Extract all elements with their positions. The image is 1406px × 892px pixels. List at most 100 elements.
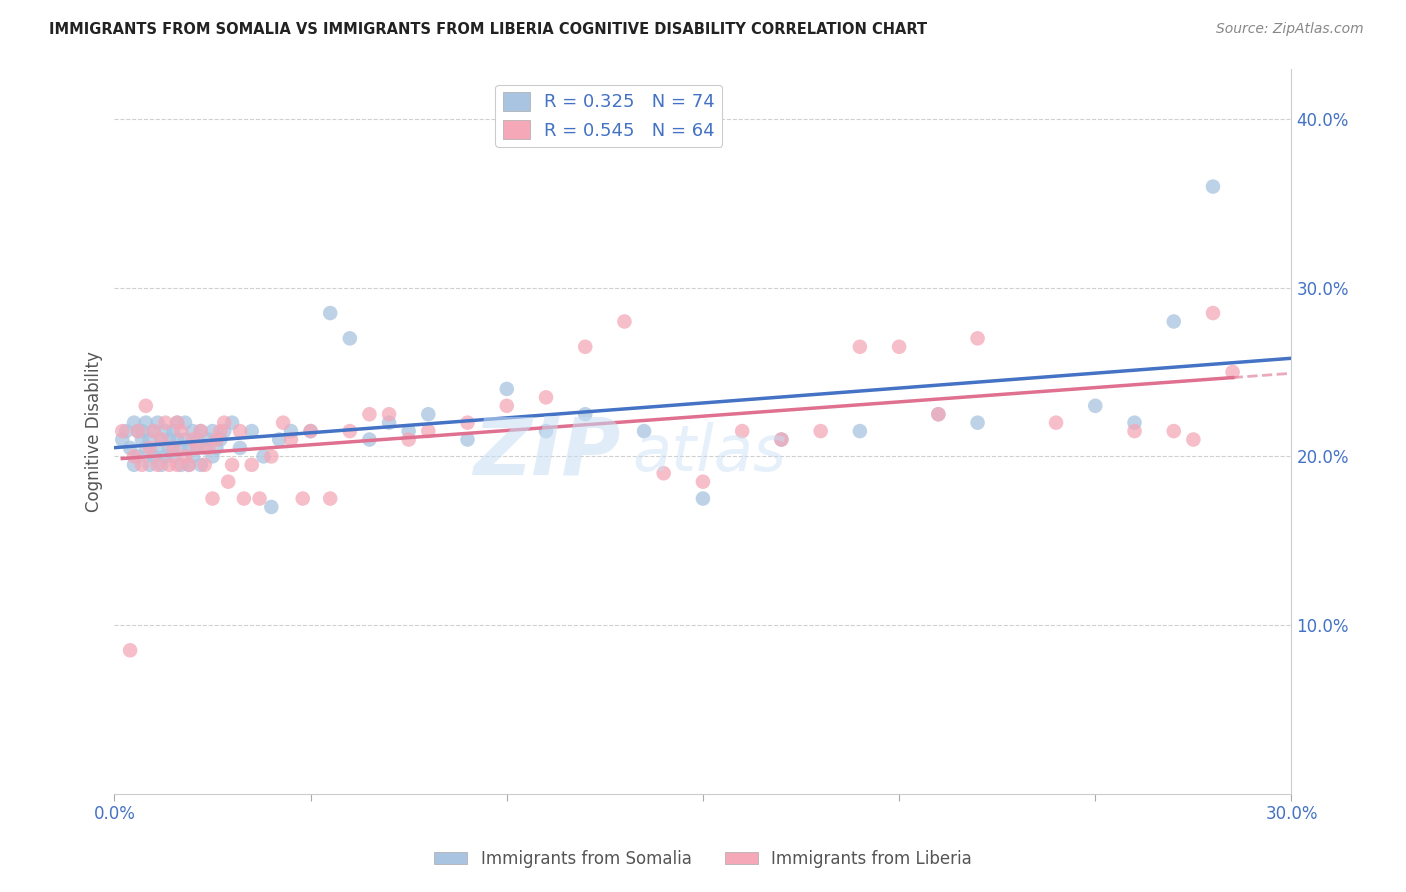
- Text: atlas: atlas: [633, 422, 786, 483]
- Point: [127, 424, 149, 438]
- Point: [214, 416, 236, 430]
- Point: [1202, 179, 1225, 194]
- Point: [232, 491, 254, 506]
- Point: [1163, 424, 1185, 438]
- Point: [770, 433, 793, 447]
- Point: [613, 314, 636, 328]
- Point: [359, 407, 381, 421]
- Point: [157, 441, 180, 455]
- Point: [927, 407, 949, 421]
- Point: [260, 450, 283, 464]
- Point: [260, 500, 283, 514]
- Point: [174, 416, 197, 430]
- Point: [142, 424, 165, 438]
- Point: [177, 458, 200, 472]
- Point: [127, 424, 149, 438]
- Point: [166, 416, 188, 430]
- Point: [495, 399, 517, 413]
- Point: [299, 424, 322, 438]
- Point: [770, 433, 793, 447]
- Point: [135, 416, 157, 430]
- Point: [111, 424, 134, 438]
- Point: [122, 458, 145, 472]
- Point: [181, 433, 204, 447]
- Point: [1202, 306, 1225, 320]
- Point: [810, 424, 832, 438]
- Point: [1182, 433, 1205, 447]
- Point: [359, 433, 381, 447]
- Text: Source: ZipAtlas.com: Source: ZipAtlas.com: [1216, 22, 1364, 37]
- Point: [209, 424, 232, 438]
- Point: [120, 441, 142, 455]
- Point: [966, 331, 988, 345]
- Point: [174, 450, 197, 464]
- Point: [146, 458, 169, 472]
- Point: [209, 433, 232, 447]
- Point: [115, 424, 138, 438]
- Point: [135, 441, 157, 455]
- Legend: Immigrants from Somalia, Immigrants from Liberia: Immigrants from Somalia, Immigrants from…: [427, 844, 979, 875]
- Point: [142, 424, 165, 438]
- Point: [201, 424, 224, 438]
- Point: [162, 441, 184, 455]
- Point: [1045, 416, 1067, 430]
- Text: IMMIGRANTS FROM SOMALIA VS IMMIGRANTS FROM LIBERIA COGNITIVE DISABILITY CORRELAT: IMMIGRANTS FROM SOMALIA VS IMMIGRANTS FR…: [49, 22, 928, 37]
- Point: [150, 433, 173, 447]
- Text: ZIP: ZIP: [474, 414, 620, 491]
- Point: [1163, 314, 1185, 328]
- Point: [240, 424, 263, 438]
- Point: [966, 416, 988, 430]
- Point: [457, 433, 479, 447]
- Point: [1123, 416, 1146, 430]
- Point: [166, 458, 188, 472]
- Y-axis label: Cognitive Disability: Cognitive Disability: [86, 351, 103, 511]
- Point: [150, 433, 173, 447]
- Point: [131, 458, 153, 472]
- Point: [122, 450, 145, 464]
- Point: [120, 643, 142, 657]
- Point: [221, 416, 243, 430]
- Point: [186, 433, 208, 447]
- Point: [378, 416, 401, 430]
- Point: [692, 475, 714, 489]
- Point: [457, 416, 479, 430]
- Point: [155, 416, 177, 430]
- Point: [190, 458, 212, 472]
- Point: [652, 467, 675, 481]
- Point: [157, 433, 180, 447]
- Point: [155, 424, 177, 438]
- Point: [1123, 424, 1146, 438]
- Point: [146, 441, 169, 455]
- Point: [170, 458, 193, 472]
- Point: [319, 491, 342, 506]
- Point: [534, 424, 557, 438]
- Point: [229, 424, 252, 438]
- Point: [217, 475, 239, 489]
- Point: [398, 433, 420, 447]
- Point: [194, 441, 217, 455]
- Point: [181, 424, 204, 438]
- Point: [574, 340, 596, 354]
- Point: [299, 424, 322, 438]
- Point: [146, 416, 169, 430]
- Point: [201, 450, 224, 464]
- Point: [186, 441, 208, 455]
- Point: [574, 407, 596, 421]
- Point: [291, 491, 314, 506]
- Point: [111, 433, 134, 447]
- Point: [1222, 365, 1244, 379]
- Point: [269, 433, 291, 447]
- Point: [633, 424, 655, 438]
- Point: [186, 441, 208, 455]
- Point: [398, 424, 420, 438]
- Point: [849, 424, 872, 438]
- Point: [271, 416, 294, 430]
- Point: [534, 390, 557, 404]
- Point: [249, 491, 271, 506]
- Point: [162, 424, 184, 438]
- Point: [138, 458, 160, 472]
- Point: [378, 407, 401, 421]
- Point: [194, 458, 217, 472]
- Point: [131, 424, 153, 438]
- Point: [887, 340, 910, 354]
